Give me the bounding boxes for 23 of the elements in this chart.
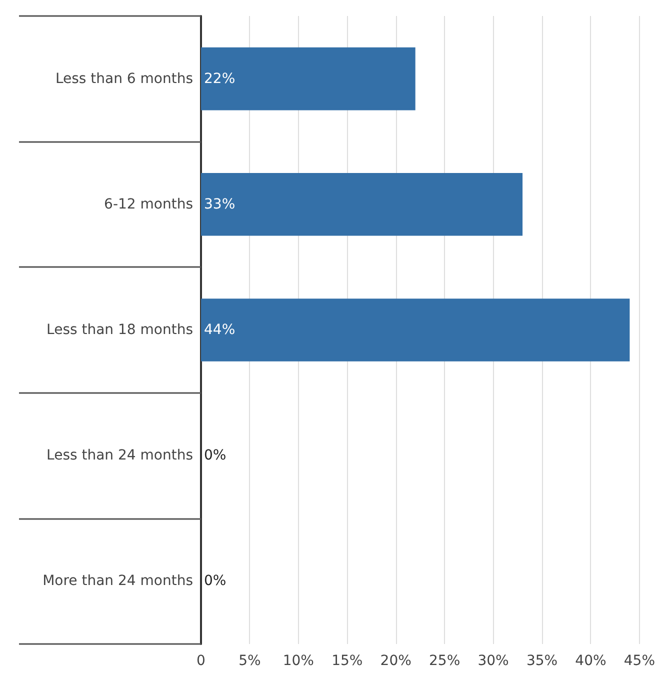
x-tick-label: 5% (238, 653, 261, 669)
data-label: 44% (204, 322, 236, 338)
y-tick-label: Less than 24 months (46, 448, 193, 464)
bar (201, 173, 523, 236)
x-tick-label: 10% (282, 653, 314, 669)
bar (201, 47, 416, 110)
x-tick-label: 30% (478, 653, 509, 669)
x-tick-label: 15% (332, 653, 363, 669)
x-tick-label: 25% (429, 653, 460, 669)
y-tick-label: 6-12 months (104, 196, 193, 212)
bar (201, 298, 630, 362)
y-tick-label: More than 24 months (42, 573, 193, 590)
data-label: 22% (204, 70, 236, 87)
y-tick-label: Less than 6 months (55, 70, 193, 87)
data-label: 0% (204, 573, 226, 590)
x-tick-label: 0 (196, 653, 206, 669)
x-tick-label: 35% (526, 653, 558, 669)
data-label: 0% (204, 448, 226, 464)
y-tick-label: Less than 18 months (46, 322, 193, 338)
x-tick-label: 40% (575, 653, 606, 669)
x-tick-label: 45% (624, 653, 656, 669)
x-tick-label: 20% (380, 653, 412, 669)
data-label: 33% (204, 196, 236, 212)
